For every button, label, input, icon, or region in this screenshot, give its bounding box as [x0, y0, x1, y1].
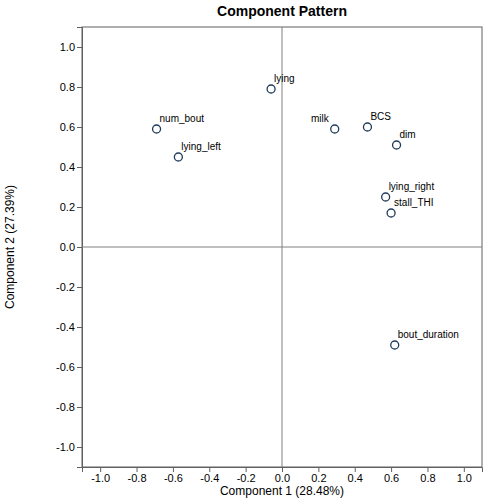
x-tick: -0.6 — [164, 467, 183, 484]
point-label: bout_duration — [398, 329, 459, 340]
y-tick-mark — [77, 407, 82, 408]
y-tick: 0.6 — [60, 121, 82, 133]
y-tick-mark — [77, 247, 82, 248]
x-tick-label: 0.4 — [348, 472, 363, 484]
x-tick: 0.6 — [384, 467, 399, 484]
y-axis: -1.0 -0.8 -0.6 -0.4 -0.2 0.0 0.2 0.4 0.6 0.8 1.0 — [56, 28, 82, 468]
title: Component Pattern — [217, 3, 347, 19]
y-tick: 0.8 — [60, 81, 82, 93]
y-tick-label: 0.6 — [60, 121, 75, 133]
x-tick: -0.8 — [128, 467, 147, 484]
y-tick: 0.0 — [60, 241, 82, 253]
point — [391, 341, 399, 349]
x-tick-label: -0.4 — [200, 472, 219, 484]
x-tick: -1.0 — [91, 467, 110, 484]
x-tick: 0.4 — [348, 467, 363, 484]
x-tick: 0.8 — [420, 467, 435, 484]
x-tick: 1.0 — [457, 467, 472, 484]
x-tick: 0.0 — [275, 467, 290, 484]
x-tick: -0.2 — [237, 467, 256, 484]
y-tick: 0.2 — [60, 201, 82, 213]
y-tick: -0.8 — [56, 401, 82, 413]
y-tick-label: -0.6 — [56, 361, 75, 373]
x-tick-label: -0.8 — [128, 472, 147, 484]
y-tick-label: -0.2 — [56, 281, 75, 293]
x-tick-label: -0.6 — [164, 472, 183, 484]
y-tick-label: -0.8 — [56, 401, 75, 413]
y-tick-mark — [77, 327, 82, 328]
y-tick-mark — [77, 87, 82, 88]
point — [267, 85, 275, 93]
point — [387, 209, 395, 217]
plot-area — [82, 27, 482, 467]
point-label: num_bout — [160, 113, 205, 124]
y-tick: 1.0 — [60, 41, 82, 53]
y-tick-mark — [77, 287, 82, 288]
point — [153, 125, 161, 133]
reference-line — [82, 247, 482, 248]
x-tick-label: 0.6 — [384, 472, 399, 484]
x-tick: 0.2 — [311, 467, 326, 484]
x-tick-label: 1.0 — [457, 472, 472, 484]
y-tick: -0.4 — [56, 321, 82, 333]
y-axis-title: Component 2 (27.39%) — [3, 185, 17, 309]
y-tick-label: 1.0 — [60, 41, 75, 53]
point-label: milk — [311, 113, 330, 124]
y-axis-line — [77, 28, 83, 468]
point-label: lying_right — [389, 181, 435, 192]
point — [393, 141, 401, 149]
y-tick-mark — [77, 207, 82, 208]
chart: Component Pattern -1.0 -0.8 -0.6 -0.4 -0.2 0.0… — [0, 0, 492, 500]
y-tick: -1.0 — [56, 441, 82, 453]
y-tick-mark — [77, 447, 82, 448]
point-label: dim — [400, 129, 416, 140]
y-tick-label: 0.0 — [60, 241, 75, 253]
y-tick-label: 0.8 — [60, 81, 75, 93]
point-labels: lying num_bout lying_left milk BCS dim lying_r… — [160, 73, 459, 340]
x-tick: -0.4 — [200, 467, 219, 484]
x-axis: -1.0 -0.8 -0.6 -0.4 -0.2 0.0 0.2 0.4 0.6 0.8 1.0 — [83, 467, 483, 484]
plot-frame — [82, 27, 482, 467]
point — [174, 153, 182, 161]
y-tick-mark — [77, 367, 82, 368]
y-tick: -0.2 — [56, 281, 82, 293]
point — [382, 193, 390, 201]
y-tick-label: 0.2 — [60, 201, 75, 213]
y-tick-label: 0.4 — [60, 161, 75, 173]
y-tick-label: -0.4 — [56, 321, 75, 333]
y-tick-mark — [77, 47, 82, 48]
x-tick-label: -1.0 — [91, 472, 110, 484]
y-tick-mark — [77, 167, 82, 168]
y-tick-mark — [77, 127, 82, 128]
x-tick-label: -0.2 — [237, 472, 256, 484]
point-label: lying_left — [181, 141, 221, 152]
point-label: BCS — [370, 111, 391, 122]
x-tick-label: 0.8 — [420, 472, 435, 484]
point — [363, 123, 371, 131]
y-tick: -0.6 — [56, 361, 82, 373]
y-tick-label: -1.0 — [56, 441, 75, 453]
x-tick-label: 0.0 — [275, 472, 290, 484]
y-tick: 0.4 — [60, 161, 82, 173]
point — [331, 125, 339, 133]
x-tick-label: 0.2 — [311, 472, 326, 484]
point-label: stall_THI — [394, 197, 433, 208]
x-axis-title: Component 1 (28.48%) — [220, 484, 344, 498]
point-label: lying — [274, 73, 295, 84]
